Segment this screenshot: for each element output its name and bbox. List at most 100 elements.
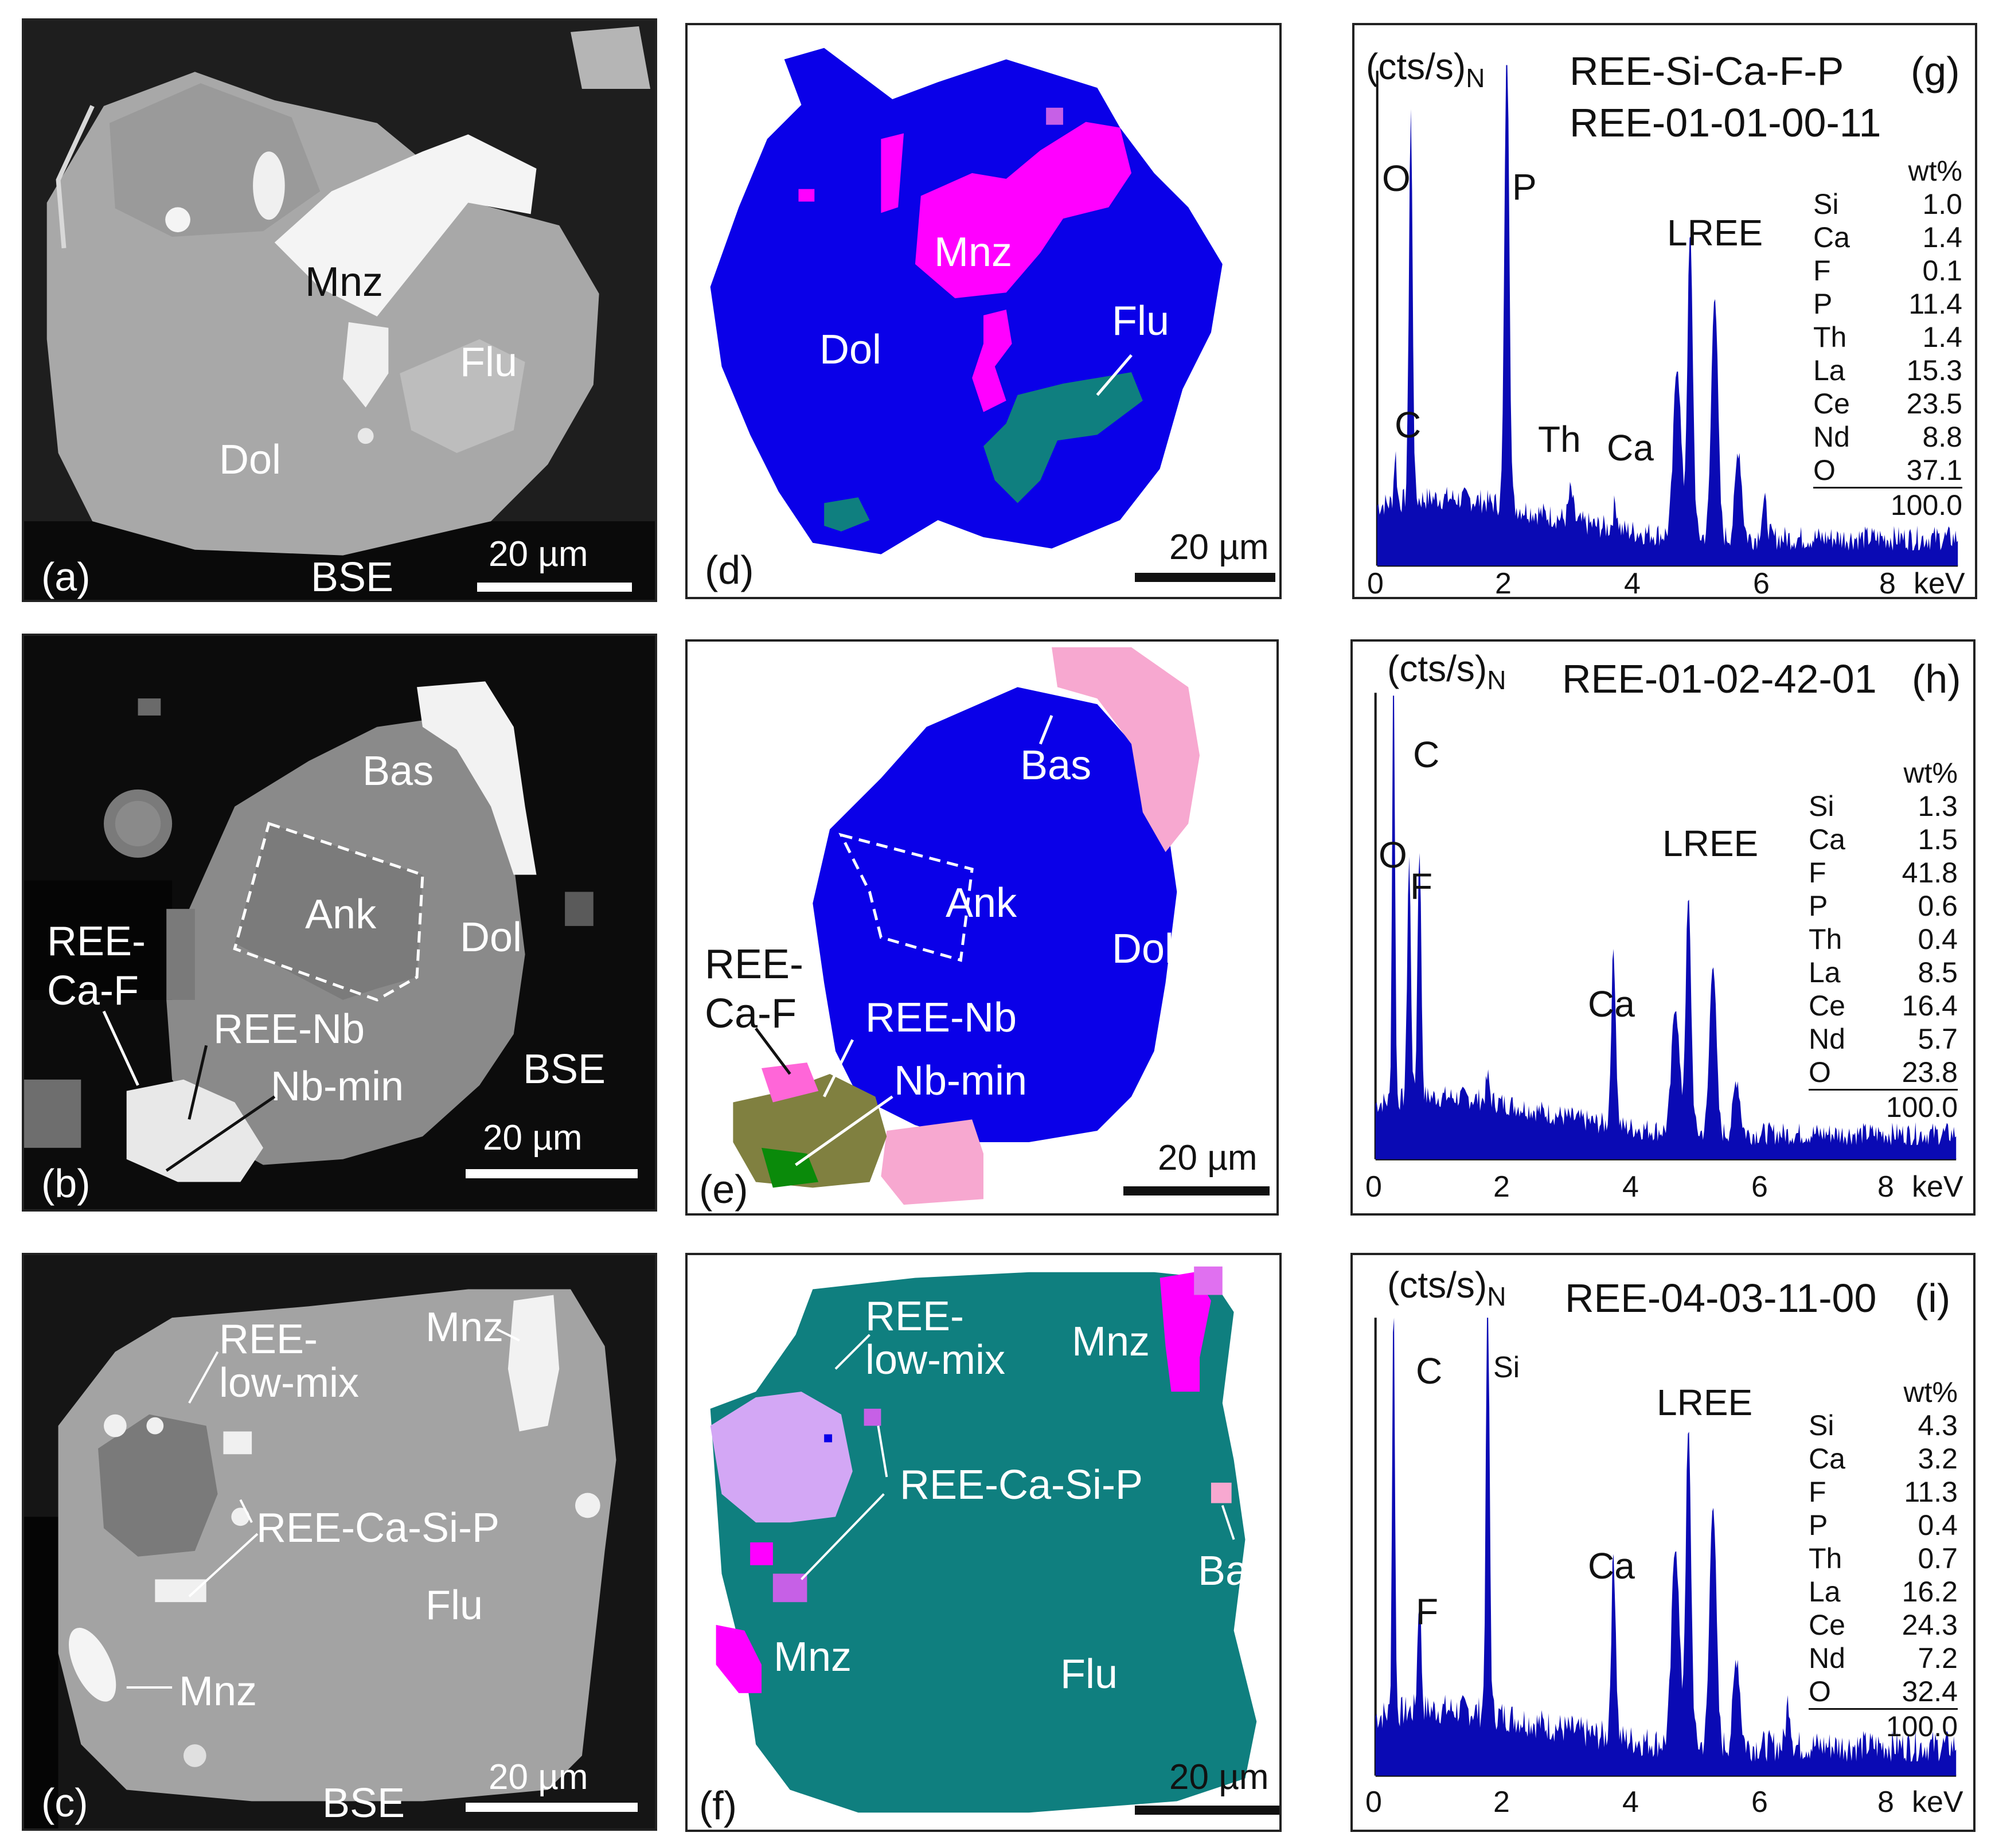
scale-label: 20 µm [489, 1757, 588, 1797]
element-wt: 11.3 [1904, 1476, 1958, 1508]
composition-total: 100.0 [1809, 1708, 1958, 1743]
leader-lines [755, 715, 1053, 1166]
peak-label-p: P [1512, 166, 1537, 208]
element-symbol: Si [1809, 1409, 1834, 1441]
element-wt: 0.7 [1918, 1542, 1958, 1574]
scale-label: 20 µm [1169, 528, 1269, 567]
composition-row: Ca 1.5 [1809, 823, 1958, 856]
x-tick: 4 [1622, 1786, 1639, 1819]
label-ree-ca-f: REE- Ca-F [47, 919, 146, 1014]
composition-rows: Si 4.3 Ca 3.2 F 11.3 P 0.4 Th 0.7 La 16.2 Ce 24.3 Nd 7.… [1809, 1409, 1958, 1708]
composition-row: Ce 24.3 [1809, 1608, 1958, 1642]
composition-header: wt% [1908, 155, 1962, 187]
x-tick: 8 [1879, 567, 1896, 599]
element-wt: 23.5 [1906, 388, 1962, 420]
element-wt: 32.4 [1902, 1675, 1958, 1708]
element-wt: 23.8 [1902, 1056, 1958, 1088]
label-nb-min: Nb-min [894, 1058, 1028, 1104]
spectrum-title: REE-01-02-42-01 [1562, 657, 1877, 701]
element-symbol: Ca [1813, 221, 1850, 253]
x-tick: 0 [1367, 567, 1384, 599]
element-symbol: Th [1809, 923, 1842, 955]
element-wt: 1.0 [1922, 188, 1962, 220]
label-bas: Bas [362, 748, 434, 794]
panel-letter-f: (f) [699, 1783, 737, 1828]
x-tick: 0 [1365, 1786, 1382, 1819]
bse-image-b [24, 636, 655, 1209]
scale-label: 20 µm [1158, 1138, 1258, 1178]
imaging-mode-label: BSE [523, 1046, 606, 1092]
element-wt: 1.4 [1922, 321, 1962, 353]
label-flu: Flu [460, 339, 518, 385]
peak-label-f: F [1410, 866, 1433, 907]
x-tick: 6 [1751, 1170, 1768, 1204]
y-axis-label: (cts/s)N [1387, 648, 1506, 695]
composition-row: Nd 7.2 [1809, 1642, 1958, 1675]
scale-bar [477, 583, 632, 592]
leader-line [1096, 354, 1133, 396]
composition-header: wt% [1903, 1376, 1958, 1408]
peak-label-lree: LREE [1662, 823, 1759, 864]
composition-row: P 11.4 [1813, 287, 1962, 321]
element-symbol: P [1809, 1509, 1828, 1541]
leader-lines [126, 1328, 520, 1689]
peak-label-ca: Ca [1588, 1545, 1635, 1587]
label-flu: Flu [425, 1583, 483, 1628]
composition-total: 100.0 [1813, 487, 1962, 522]
element-wt: 24.3 [1902, 1609, 1958, 1641]
x-tick: 8 [1877, 1786, 1894, 1819]
composition-row: Ce 16.4 [1809, 989, 1958, 1022]
peak-label-c: C [1413, 734, 1440, 775]
label-ree-nb: REE-Nb [213, 1006, 365, 1052]
composition-row: P 0.6 [1809, 889, 1958, 923]
spectrum-series [1377, 65, 1958, 566]
label-mnz: Mnz [425, 1304, 504, 1350]
spectrum-series [1375, 1318, 1957, 1776]
element-symbol: Ca [1809, 823, 1845, 855]
composition-rows: Si 1.3 Ca 1.5 F 41.8 P 0.6 Th 0.4 La 8.5 Ce 16.4 Nd 5.7… [1809, 790, 1958, 1089]
composition-row: La 15.3 [1813, 354, 1962, 387]
x-axis-unit: keV [1912, 1170, 1963, 1204]
peak-label-lree: LREE [1667, 212, 1763, 253]
element-wt: 4.3 [1918, 1409, 1958, 1441]
x-tick: 2 [1493, 1170, 1510, 1204]
imaging-mode-label: BSE [322, 1780, 405, 1826]
composition-table: wt% Si 4.3 Ca 3.2 F 11.3 P 0.4 Th 0.7 La 16.2 Ce 24.3… [1809, 1376, 1958, 1743]
scale-bar [466, 1169, 638, 1178]
bse-image-a [24, 21, 655, 600]
peak-label-ca: Ca [1588, 983, 1635, 1025]
label-ank: Ank [946, 880, 1017, 926]
spectrum-title: REE-Si-Ca-F-P [1570, 49, 1844, 93]
panel-f-map: REE- low-mix Mnz REE-Ca-Si-P Bas Mnz Flu… [685, 1253, 1282, 1832]
composition-row: O 37.1 [1813, 454, 1962, 487]
element-symbol: O [1809, 1056, 1831, 1088]
element-wt: 7.2 [1918, 1642, 1958, 1674]
element-symbol: O [1809, 1675, 1831, 1708]
panel-letter-c: (c) [41, 1780, 88, 1825]
panel-c-bse: Mnz REE- low-mix REE-Ca-Si-P Flu Mnz (c)… [22, 1253, 657, 1831]
peak-label-si: Si [1493, 1351, 1520, 1384]
y-axis-label: (cts/s)N [1387, 1264, 1506, 1311]
x-tick: 0 [1365, 1170, 1382, 1204]
element-symbol: Ce [1813, 388, 1850, 420]
x-tick: 6 [1751, 1786, 1768, 1819]
bse-image-c [24, 1255, 655, 1829]
element-wt: 41.8 [1902, 857, 1958, 889]
element-symbol: La [1809, 956, 1841, 989]
element-wt: 8.8 [1922, 421, 1962, 453]
scale-label: 20 µm [1169, 1757, 1269, 1797]
label-ree-nb: REE-Nb [865, 995, 1017, 1041]
label-dol: Dol [1112, 926, 1174, 972]
spectrum-plot-i [1374, 1318, 1957, 1777]
element-symbol: F [1809, 1476, 1826, 1508]
element-wt: 0.1 [1922, 255, 1962, 287]
element-symbol: Si [1813, 188, 1839, 220]
scale-bar [1135, 1806, 1279, 1815]
composition-table: wt% Si 1.0 Ca 1.4 F 0.1 P 11.4 Th 1.4 La 15.3 Ce 23.5… [1813, 154, 1962, 522]
label-flu: Flu [1112, 298, 1170, 344]
label-mnz: Mnz [179, 1669, 257, 1714]
composition-row: O 32.4 [1809, 1675, 1958, 1708]
peak-label-ca: Ca [1607, 427, 1654, 468]
composition-row: La 8.5 [1809, 956, 1958, 989]
composition-row: Si 1.3 [1809, 790, 1958, 823]
